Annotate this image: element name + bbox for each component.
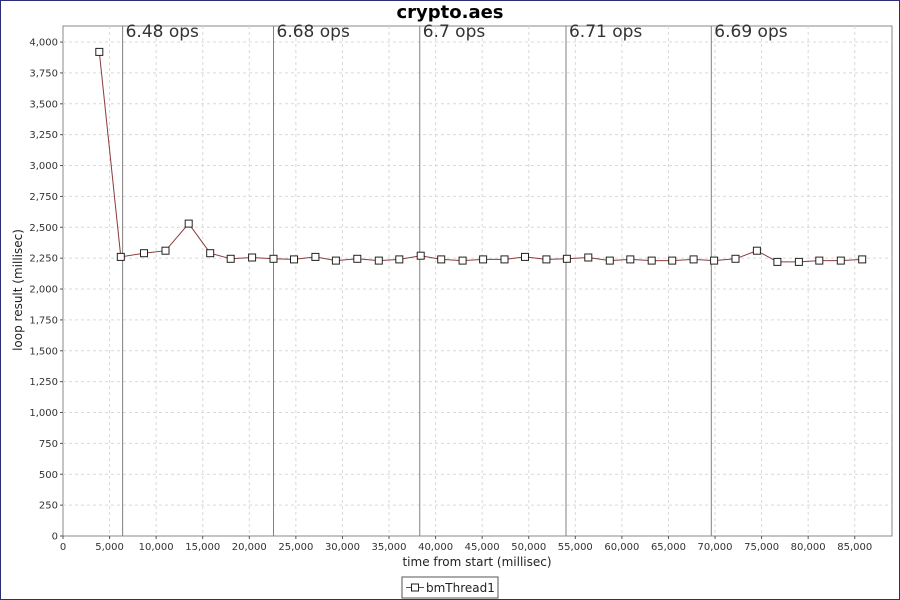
y-tick-label: 3,750 xyxy=(29,68,58,79)
y-tick-label: 500 xyxy=(39,470,58,481)
y-tick-label: 1,500 xyxy=(29,346,58,357)
data-point xyxy=(161,246,170,255)
x-tick-label: 80,000 xyxy=(791,542,826,553)
data-point xyxy=(374,256,383,265)
y-tick-label: 2,000 xyxy=(29,285,58,296)
data-point xyxy=(752,246,761,255)
data-point xyxy=(353,254,362,263)
x-tick-label: 20,000 xyxy=(232,542,267,553)
data-point xyxy=(437,255,446,264)
annotations: 6.48 ops 6.68 ops 6.7 ops 6.71 ops 6.69 ops xyxy=(122,22,788,536)
grid xyxy=(63,26,892,536)
x-tick-label: 35,000 xyxy=(372,542,407,553)
x-tick-label: 55,000 xyxy=(558,542,593,553)
x-axis-ticks: 0 5,000 10,000 15,000 20,000 25,000 30,000 35,0… xyxy=(60,536,872,553)
chart-title: crypto.aes xyxy=(396,2,503,23)
data-point xyxy=(184,219,193,228)
x-tick-label: 75,000 xyxy=(744,542,779,553)
data-point xyxy=(794,257,803,266)
legend-label: bmThread1 xyxy=(426,581,495,595)
y-tick-label: 1,250 xyxy=(29,377,58,388)
legend-box xyxy=(401,576,499,599)
data-point xyxy=(95,47,104,56)
data-point xyxy=(668,256,677,265)
x-tick-label: 30,000 xyxy=(325,542,360,553)
data-point xyxy=(689,255,698,264)
data-point xyxy=(479,255,488,264)
data-point xyxy=(521,252,529,261)
data-point xyxy=(331,256,340,265)
legend: bmThread1 xyxy=(401,576,499,599)
data-point xyxy=(458,256,467,265)
data-point xyxy=(116,252,125,261)
data-point xyxy=(395,255,404,264)
data-point xyxy=(500,255,509,264)
data-point xyxy=(248,253,257,262)
data-point xyxy=(858,255,867,264)
data-point xyxy=(731,254,740,263)
x-tick-label: 85,000 xyxy=(837,542,872,553)
data-point xyxy=(140,249,148,258)
x-tick-label: 60,000 xyxy=(604,542,639,553)
annotation-label: 6.68 ops xyxy=(277,22,350,42)
y-tick-label: 2,500 xyxy=(29,223,58,234)
data-point xyxy=(416,251,425,260)
data-point xyxy=(647,256,656,265)
y-axis-ticks: 0 250 500 750 1,000 1,250 1,500 1,750 2,000 2,250… xyxy=(29,38,63,543)
x-tick-label: 50,000 xyxy=(511,542,546,553)
y-tick-label: 3,000 xyxy=(29,161,58,172)
x-axis-label: time from start (millisec) xyxy=(402,555,551,569)
x-tick-label: 0 xyxy=(60,542,66,553)
data-point xyxy=(836,256,845,265)
data-point xyxy=(710,256,719,265)
data-point xyxy=(290,255,298,264)
annotation-label: 6.7 ops xyxy=(423,22,486,42)
annotation-label: 6.71 ops xyxy=(569,22,642,42)
x-tick-label: 45,000 xyxy=(465,542,500,553)
data-point xyxy=(226,254,235,263)
x-tick-label: 40,000 xyxy=(418,542,453,553)
data-point xyxy=(815,256,824,265)
x-tick-label: 65,000 xyxy=(651,542,686,553)
x-tick-label: 25,000 xyxy=(278,542,313,553)
y-tick-label: 1,750 xyxy=(29,315,58,326)
data-point xyxy=(542,255,551,264)
data-point xyxy=(584,253,593,262)
data-point xyxy=(626,255,635,264)
data-point xyxy=(562,254,571,263)
series-layer xyxy=(95,47,867,266)
y-tick-label: 0 xyxy=(52,532,58,543)
legend-marker xyxy=(411,583,419,592)
y-tick-label: 250 xyxy=(39,501,58,512)
y-tick-label: 750 xyxy=(39,439,58,450)
data-point xyxy=(311,252,320,261)
y-tick-label: 2,250 xyxy=(29,254,58,265)
y-tick-label: 3,250 xyxy=(29,130,58,141)
x-tick-label: 10,000 xyxy=(139,542,174,553)
data-point xyxy=(269,254,278,263)
plot-area xyxy=(62,25,893,537)
x-tick-label: 70,000 xyxy=(698,542,733,553)
data-point xyxy=(773,257,782,266)
annotation-label: 6.48 ops xyxy=(126,22,199,42)
y-axis-label: loop result (millisec) xyxy=(11,229,25,351)
annotation-label: 6.69 ops xyxy=(714,22,787,42)
y-tick-label: 1,000 xyxy=(29,408,58,419)
y-tick-label: 4,000 xyxy=(29,38,58,49)
data-point xyxy=(206,249,215,258)
x-tick-label: 5,000 xyxy=(95,542,124,553)
data-point xyxy=(605,256,614,265)
y-tick-label: 3,500 xyxy=(29,99,58,110)
y-tick-label: 2,750 xyxy=(29,192,58,203)
x-tick-label: 15,000 xyxy=(185,542,220,553)
